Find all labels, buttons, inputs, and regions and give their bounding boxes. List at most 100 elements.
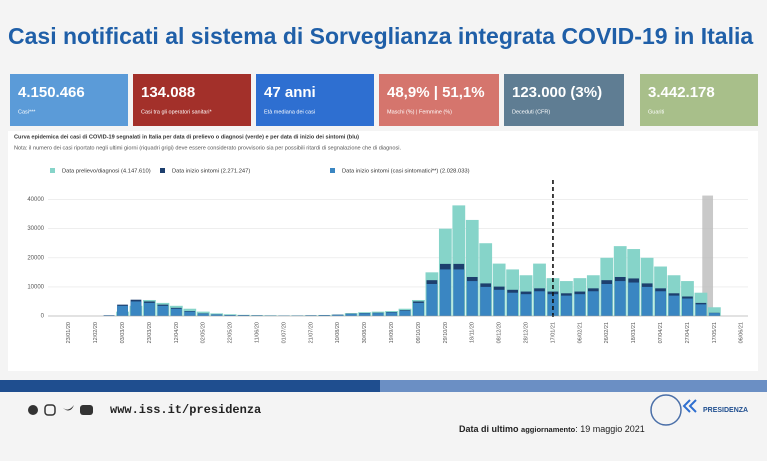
- x-tick-label: 21/07/20: [308, 322, 314, 343]
- y-tick-label: 20000: [27, 255, 44, 261]
- kpi-card: [379, 74, 499, 126]
- bar: [641, 286, 653, 316]
- twitter-icon[interactable]: [62, 405, 74, 411]
- kpi-value: 47 anni: [264, 84, 316, 101]
- x-tick-label: 03/03/20: [120, 322, 126, 343]
- chart-title: Curva epidemica dei casi di COVID-19 seg…: [14, 134, 359, 140]
- y-tick-label: 40000: [27, 197, 44, 203]
- bar: [601, 283, 613, 316]
- bar: [574, 294, 586, 316]
- kpi-value: 4.150.466: [18, 84, 85, 101]
- bar: [386, 312, 397, 316]
- update-label: Data di ultimo: [459, 424, 519, 434]
- x-tick-label: 30/08/20: [362, 322, 368, 343]
- x-tick-label: 19/09/20: [389, 322, 395, 343]
- y-tick-label: 30000: [27, 226, 44, 232]
- bar: [332, 314, 344, 316]
- instagram-icon[interactable]: [44, 404, 56, 416]
- bar: [439, 269, 451, 316]
- kpi-label: Età mediana dei casi: [264, 109, 315, 115]
- bar: [668, 295, 680, 316]
- x-tick-label: 08/12/20: [497, 322, 503, 343]
- bar: [628, 282, 640, 316]
- bar: [587, 291, 599, 316]
- kpi-card: [133, 74, 251, 126]
- footer-url[interactable]: www.iss.it/presidenza: [110, 403, 261, 417]
- bar: [399, 310, 411, 316]
- x-tick-label: 12/02/20: [93, 322, 99, 343]
- bar: [144, 302, 155, 316]
- x-tick-label: 17/05/21: [712, 322, 718, 343]
- bar: [614, 281, 626, 316]
- bar: [359, 313, 371, 316]
- x-tick-label: 28/12/20: [524, 322, 530, 343]
- x-tick-label: 18/03/21: [631, 322, 637, 343]
- x-tick-label: 07/04/21: [658, 322, 664, 343]
- bar: [413, 302, 424, 316]
- kpi-card: [10, 74, 128, 126]
- chart-subtitle: Nota: il numero dei casi riportato negli…: [14, 145, 402, 151]
- bar: [197, 313, 209, 316]
- bar: [211, 314, 223, 316]
- x-tick-label: 11/06/20: [254, 322, 260, 343]
- bar: [695, 304, 707, 316]
- legend-swatch: [330, 168, 335, 173]
- x-tick-label: 22/05/20: [228, 322, 234, 343]
- x-tick-label: 06/02/21: [577, 322, 583, 343]
- bar: [507, 292, 518, 316]
- bar: [561, 295, 572, 316]
- kpi-label: Casi***: [18, 109, 36, 115]
- x-tick-label: 27/04/21: [685, 322, 691, 343]
- bar: [480, 286, 492, 316]
- bar: [318, 315, 330, 316]
- kpi-value: 3.442.178: [648, 84, 715, 101]
- y-tick-label: 0: [41, 314, 45, 320]
- kpi-value: 123.000 (3%): [512, 84, 602, 101]
- bar: [130, 301, 142, 316]
- x-tick-label: 01/07/20: [281, 322, 287, 343]
- footer-bar-fade: [380, 380, 767, 392]
- iss-logo: [650, 394, 682, 426]
- bar: [520, 294, 532, 316]
- x-tick-label: 09/10/20: [416, 322, 422, 343]
- kpi-card: [640, 74, 758, 126]
- x-tick-label: 12/04/20: [174, 322, 180, 343]
- bar: [170, 308, 182, 316]
- bar: [224, 315, 236, 316]
- bar: [117, 305, 128, 316]
- bar: [426, 283, 438, 316]
- legend-label: Data inizio sintomi (2.271.247): [172, 169, 250, 175]
- update-text: Data di ultimo aggiornamento: 19 maggio …: [459, 424, 645, 434]
- x-tick-label: 23/03/20: [147, 322, 153, 343]
- legend-label: Data inizio sintomi (casi sintomatici**)…: [342, 169, 470, 175]
- x-tick-label: 18/11/20: [470, 322, 476, 343]
- kpi-label: Deceduti (CFR): [512, 109, 550, 115]
- bar: [157, 305, 169, 316]
- x-tick-label: 06/06/21: [739, 322, 745, 343]
- bar: [238, 315, 249, 316]
- bar: [184, 311, 196, 316]
- legend-swatch: [160, 168, 165, 173]
- kpi-label: Casi tra gli operatori sanitari*: [141, 109, 212, 115]
- footer: www.iss.it/presidenza Data di ultimo agg…: [0, 380, 767, 434]
- bar: [707, 307, 721, 316]
- presidenza-logo: [682, 399, 697, 413]
- x-tick-label: 23/01/20: [66, 322, 72, 343]
- kpi-card: [256, 74, 374, 126]
- bar: [708, 313, 720, 316]
- kpi-card: [504, 74, 624, 126]
- bar: [493, 289, 505, 316]
- x-tick-label: 10/08/20: [335, 322, 341, 343]
- facebook-icon[interactable]: [28, 405, 38, 415]
- kpi-label: Guariti: [648, 109, 664, 115]
- x-tick-label: 02/05/20: [201, 322, 207, 343]
- bar: [547, 294, 559, 316]
- bar: [453, 269, 465, 316]
- youtube-icon[interactable]: [80, 405, 93, 415]
- update-word: aggiornamento: [521, 425, 576, 434]
- provisional-area: [702, 195, 714, 316]
- x-tick-label: 26/02/21: [604, 322, 610, 343]
- bar: [682, 298, 693, 316]
- legend-label: Data prelievo/diagnosi (4.147.610): [62, 169, 151, 175]
